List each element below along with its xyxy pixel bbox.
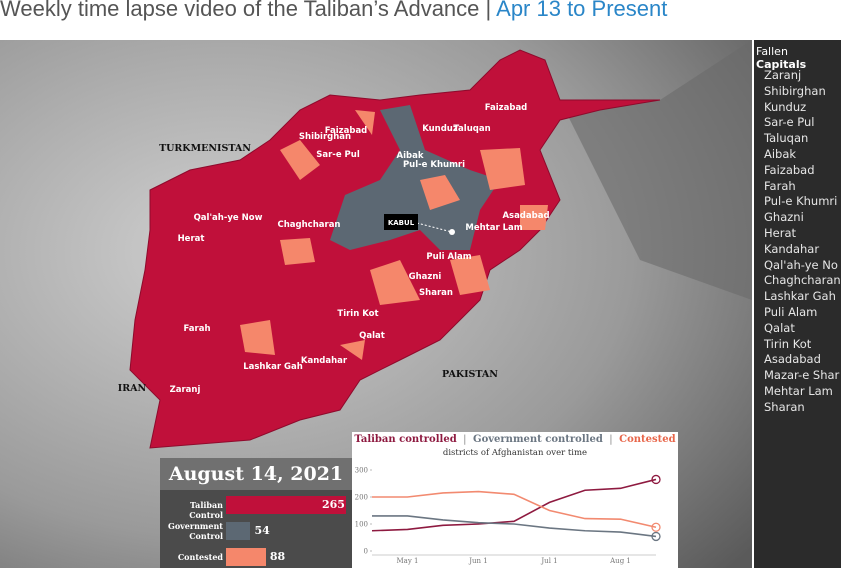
- legend-government: Government controlled: [473, 434, 603, 445]
- header-title: Weekly time lapse video of the Taliban’s…: [0, 0, 492, 21]
- capital-item: Mehtar Lam: [764, 384, 833, 398]
- capital-item: Zaranj: [764, 68, 802, 82]
- legend-contested: Contested: [619, 434, 675, 445]
- kabul-box: [384, 214, 418, 230]
- end-marker: [651, 531, 661, 542]
- capital-item: Qalat: [764, 320, 795, 335]
- x-tick-label: Jun 1: [468, 557, 488, 565]
- capital-item: Farah: [764, 178, 796, 193]
- capital-item: Sar-e Pul: [764, 115, 815, 130]
- contested-areas: [240, 110, 548, 360]
- city-label: Faizabad: [485, 103, 528, 113]
- series-line: [372, 515, 657, 538]
- bar-value: 54: [254, 524, 270, 537]
- city-label: Herat: [178, 234, 205, 244]
- government-area: [330, 105, 500, 250]
- city-label: Kandahar: [301, 356, 348, 366]
- capital-item: Tirin Kot: [764, 336, 812, 351]
- city-label: Qalat: [359, 331, 385, 341]
- city-label: Faizabad: [325, 126, 368, 136]
- header: Weekly time lapse video of the Taliban’s…: [0, 0, 667, 22]
- kabul-dot: [449, 229, 455, 235]
- capital-item: Pul-e Khumri: [764, 194, 838, 209]
- header-link[interactable]: Apr 13 to Present: [496, 0, 668, 21]
- map-labels: TURKMENISTAN IRAN PAKISTAN Faizabad KunduzTa…: [118, 103, 550, 395]
- capital-item: Asadabad: [764, 352, 821, 367]
- country-label: PAKISTAN: [442, 369, 498, 380]
- capital-item: Shibirghan: [764, 83, 826, 98]
- city-label: Aibak: [397, 151, 424, 161]
- series-line: [372, 490, 657, 529]
- capital-item: Kunduz: [764, 99, 807, 114]
- legend-taliban: Taliban controlled: [354, 434, 456, 445]
- city-label: Mehtar Lam: [465, 223, 522, 233]
- city-label: Pul-e Khumri: [403, 160, 465, 170]
- bar-panel-date: August 14, 2021: [160, 458, 352, 490]
- y-tick-label: 0: [364, 548, 368, 556]
- bar-panel: August 14, 2021 Taliban Control 265 Govern…: [160, 458, 352, 568]
- country-label: TURKMENISTAN: [159, 143, 251, 154]
- capital-item: Taluqan: [764, 131, 809, 146]
- bar-value: 265: [322, 498, 345, 511]
- capital-item: Puli Alam: [764, 305, 818, 319]
- legend-separator: |: [463, 434, 466, 445]
- city-label: Puli Alam: [426, 252, 471, 262]
- capital-item: Qal'ah-ye No: [764, 257, 838, 272]
- city-label: Zaranj: [170, 385, 201, 395]
- sidebar-title-plain: Fallen: [756, 45, 788, 58]
- city-label: Kunduz: [422, 124, 458, 134]
- bar: [226, 522, 251, 540]
- city-label: Lashkar Gah: [243, 362, 303, 372]
- sidebar-title-bold: Capitals: [756, 58, 807, 71]
- sidebar: Fallen Capitals Zaranj Shibirghan Kunduz Sa…: [754, 40, 841, 568]
- capital-item: Chaghcharan: [764, 273, 841, 288]
- capital-item: Aibak: [764, 147, 797, 161]
- city-label: Shibirghan: [299, 132, 351, 142]
- bar: [226, 548, 266, 566]
- line-subtitle: districts of Afghanistan over time: [443, 448, 587, 458]
- capital-item: Mazar-e Shar: [764, 368, 840, 383]
- capital-item: Herat: [764, 226, 797, 240]
- line-title: Taliban controlled | Government controll…: [354, 434, 675, 445]
- city-label: Farah: [183, 324, 210, 334]
- legend-separator: |: [609, 434, 612, 445]
- capital-item: Kandahar: [764, 241, 820, 256]
- bar-label: Taliban Control: [189, 500, 223, 520]
- capital-item: Faizabad: [764, 162, 815, 177]
- bar-label: Government Control: [167, 521, 223, 541]
- line-panel: Taliban controlled | Government controll…: [352, 432, 678, 568]
- series-line: [371, 478, 657, 532]
- city-label: Sharan: [419, 288, 453, 298]
- bar: [226, 496, 346, 514]
- x-tick-label: Jul 1: [540, 557, 557, 565]
- y-tick-label: 100: [355, 521, 368, 529]
- bar-value: 88: [269, 550, 286, 563]
- capital-item: Sharan: [764, 399, 805, 414]
- city-label: Ghazni: [409, 272, 442, 282]
- y-tick-label: 300: [355, 467, 368, 475]
- x-tick-label: Aug 1: [609, 557, 631, 565]
- capital-item: Lashkar Gah: [764, 289, 836, 304]
- city-label: Tirin Kot: [337, 309, 378, 319]
- end-marker: [651, 522, 661, 532]
- y-tick-label: 200: [355, 494, 368, 502]
- city-label: Chaghcharan: [278, 220, 341, 230]
- city-label: Taluqan: [453, 124, 490, 134]
- x-tick-label: May 1: [397, 557, 419, 565]
- end-marker: [651, 474, 661, 485]
- kabul-label: KABUL: [388, 219, 415, 227]
- sidebar-title: Fallen Capitals: [756, 45, 841, 71]
- country-label: IRAN: [118, 383, 147, 394]
- capital-item: Ghazni: [764, 210, 804, 225]
- city-label: Qal'ah-ye Now: [194, 213, 263, 223]
- city-label: Asadabad: [502, 211, 549, 221]
- bar-label: Contested: [177, 552, 223, 562]
- city-label: Sar-e Pul: [316, 150, 360, 160]
